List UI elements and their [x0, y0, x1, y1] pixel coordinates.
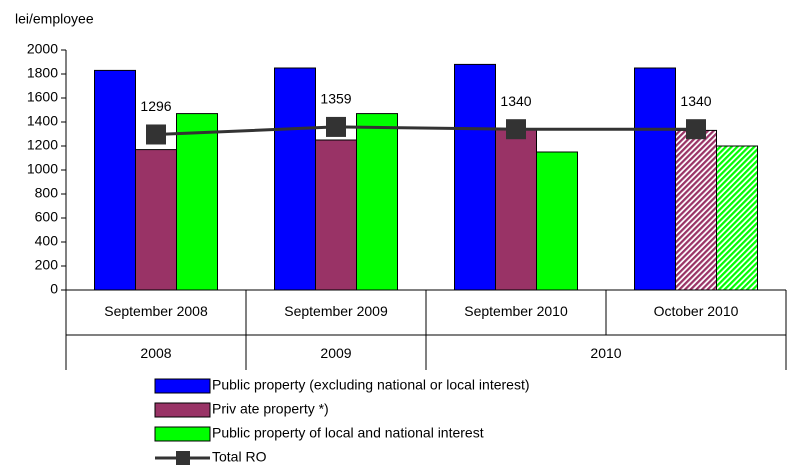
y-tick-label: 1400: [27, 113, 58, 129]
legend-label: Public property of local and national in…: [212, 425, 484, 441]
bar: [454, 63, 496, 291]
bar: [675, 129, 717, 291]
data-label: 1340: [500, 93, 531, 109]
y-tick-label: 1200: [27, 137, 58, 153]
bar: [274, 67, 316, 291]
y-tick-label: 1000: [27, 161, 58, 177]
data-label: 1296: [140, 98, 171, 114]
group-label: 2010: [590, 345, 621, 361]
legend-swatch: [154, 378, 211, 394]
y-tick-label: 1600: [27, 89, 58, 105]
y-tick-label: 400: [35, 233, 59, 249]
group-label: 2008: [140, 345, 171, 361]
bar: [536, 151, 578, 291]
data-label: 1359: [320, 91, 351, 107]
data-label: 1340: [680, 93, 711, 109]
bar: [495, 128, 537, 291]
legend-swatch: [154, 426, 211, 442]
y-tick-label: 2000: [27, 41, 58, 57]
y-tick-label: 1800: [27, 65, 58, 81]
y-tick-label: 600: [35, 209, 59, 225]
y-axis-label: lei/employee: [15, 11, 94, 27]
legend-label: Priv ate property *): [212, 401, 329, 417]
legend-label: Total RO: [212, 449, 267, 465]
x-tick-label: September 2008: [104, 303, 208, 319]
x-tick-label: September 2009: [284, 303, 388, 319]
x-tick-label: September 2010: [464, 303, 568, 319]
y-tick-label: 200: [35, 257, 59, 273]
bar: [176, 113, 218, 291]
y-tick-label: 800: [35, 185, 59, 201]
legend-label: Public property (excluding national or l…: [212, 377, 530, 393]
line-marker: [506, 119, 526, 140]
legend-swatch: [154, 402, 211, 418]
bar: [315, 139, 357, 291]
line-marker: [146, 124, 166, 145]
bar: [356, 113, 398, 291]
bar: [94, 69, 136, 291]
bar: [135, 149, 177, 291]
line-marker: [326, 116, 346, 137]
legend-marker: [176, 451, 190, 465]
y-tick-label: 0: [50, 281, 58, 297]
group-label: 2009: [320, 345, 351, 361]
line-marker: [686, 119, 706, 140]
x-tick-label: October 2010: [654, 303, 739, 319]
bar: [634, 67, 676, 291]
bar: [716, 145, 758, 291]
line: [155, 125, 696, 136]
